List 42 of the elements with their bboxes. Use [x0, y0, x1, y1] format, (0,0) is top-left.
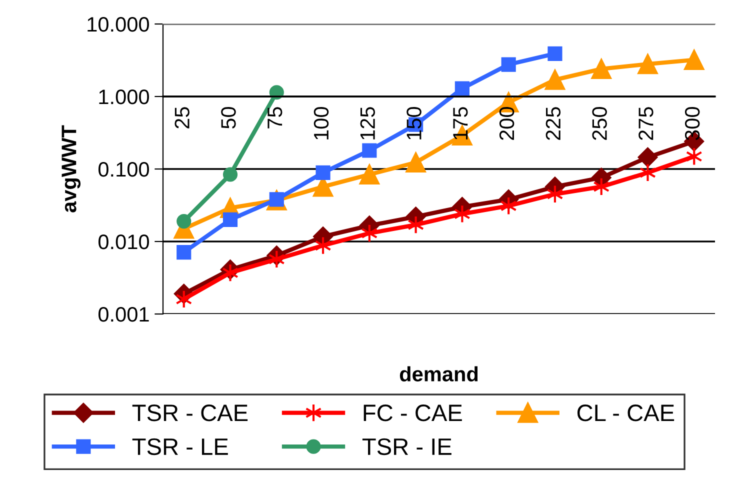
point	[684, 50, 704, 70]
point	[454, 81, 470, 96]
y-tick-label: 0.100	[98, 162, 149, 177]
x-tick-label: 50	[221, 107, 236, 129]
x-tick-label: 225	[546, 107, 561, 140]
point	[638, 147, 658, 168]
point	[222, 167, 238, 182]
point	[176, 244, 192, 260]
x-tick-label: 100	[314, 107, 329, 140]
x-tick-label: 25	[174, 107, 190, 128]
y-axis-title: avgWWT	[62, 125, 81, 212]
point	[362, 143, 377, 158]
x-tick-label: 175	[453, 107, 468, 140]
x-tick-label: 125	[360, 107, 376, 140]
legend-label: TSR - CAE	[132, 404, 248, 422]
point	[316, 165, 330, 180]
point	[406, 152, 426, 173]
point	[176, 214, 192, 229]
point	[548, 46, 562, 61]
point	[222, 212, 238, 227]
legend-label: TSR - IE	[362, 438, 452, 456]
point	[639, 163, 656, 182]
y-tick-label: 1.000	[99, 90, 149, 104]
point	[591, 58, 612, 80]
point	[638, 54, 658, 74]
y-tick-label: 10.000	[88, 17, 149, 32]
point	[501, 57, 516, 72]
x-tick-label: 200	[499, 107, 514, 140]
x-tick-label: 275	[638, 107, 654, 140]
point	[222, 263, 239, 282]
legend-label: CL - CAE	[577, 404, 674, 422]
legend-label: FC - CAE	[364, 404, 462, 422]
x-tick-label: 150	[406, 107, 422, 140]
y-tick-label: 0.010	[98, 234, 149, 250]
x-axis-title: demand	[400, 366, 478, 382]
point	[359, 164, 380, 185]
legend-label: TSR - LE	[132, 438, 228, 456]
point	[544, 70, 566, 90]
x-tick-label: 75	[268, 107, 282, 128]
y-tick-label: 0.001	[98, 307, 149, 322]
x-tick-label: 300	[684, 107, 700, 140]
x-tick-label: 250	[592, 107, 607, 140]
